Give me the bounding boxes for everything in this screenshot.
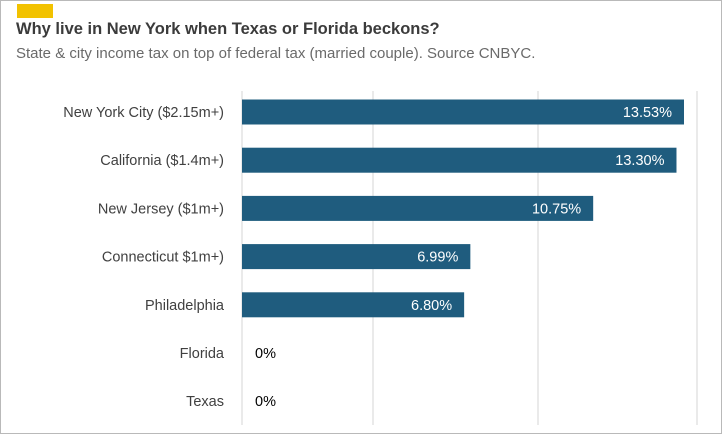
data-label: 6.99% xyxy=(417,250,458,266)
data-label: 13.30% xyxy=(615,153,664,169)
accent-bar xyxy=(17,4,53,18)
bar xyxy=(242,292,465,318)
bar xyxy=(242,195,594,221)
data-label: 6.80% xyxy=(411,298,452,314)
data-label: 13.53% xyxy=(623,105,672,121)
category-label: Philadelphia xyxy=(145,298,225,314)
bar xyxy=(242,244,471,270)
category-label: New York City ($2.15m+) xyxy=(63,105,224,121)
category-label: New Jersey ($1m+) xyxy=(98,201,224,217)
category-label: Texas xyxy=(186,394,224,410)
category-label: Florida xyxy=(180,346,225,362)
data-label: 0% xyxy=(255,346,276,362)
bar xyxy=(242,147,677,173)
category-label: California ($1.4m+) xyxy=(100,153,224,169)
bar xyxy=(242,99,684,125)
bars xyxy=(242,99,684,318)
data-label: 10.75% xyxy=(532,201,581,217)
labels: New York City ($2.15m+) 13.53% California … xyxy=(63,105,672,410)
chart-title: Why live in New York when Texas or Flori… xyxy=(16,20,440,38)
data-label: 0% xyxy=(255,394,276,410)
chart-subtitle: State & city income tax on top of federa… xyxy=(16,45,536,62)
category-label: Connecticut $1m+) xyxy=(102,250,224,266)
